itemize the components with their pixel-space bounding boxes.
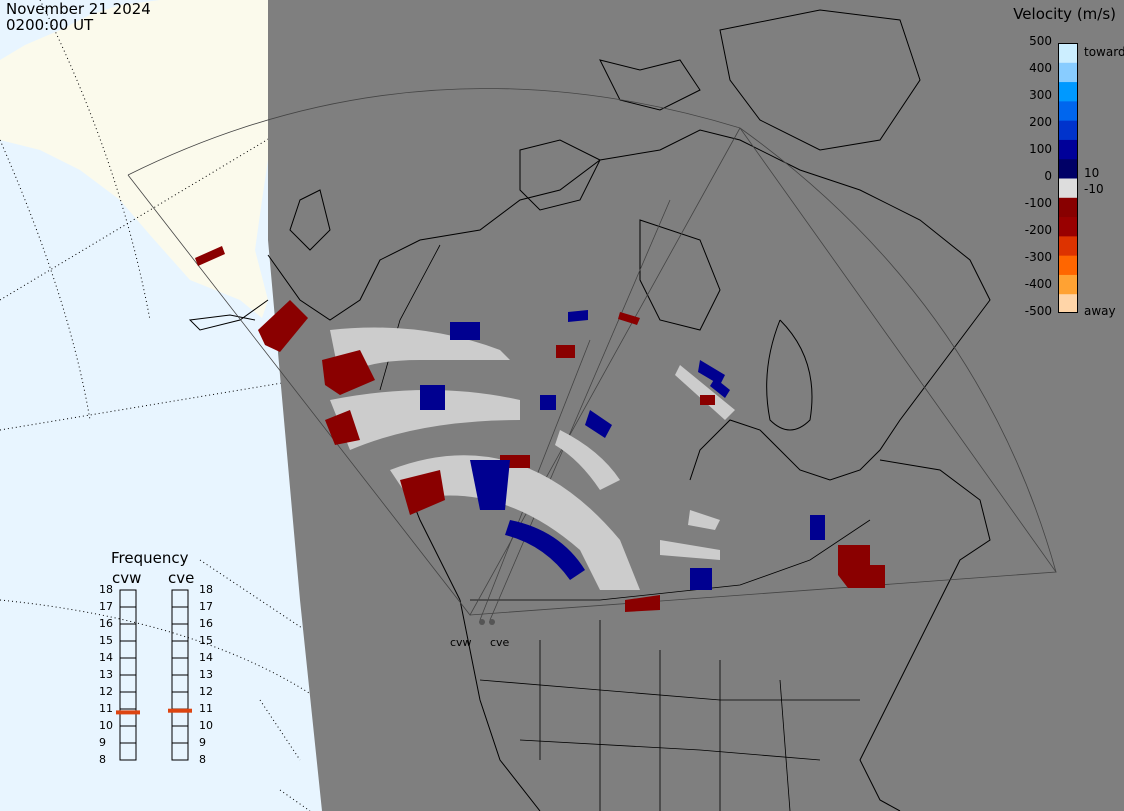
- frequency-tick-left: 9: [99, 736, 106, 749]
- political-borders: [379, 244, 871, 811]
- frequency-tick-left: 8: [99, 753, 106, 766]
- frequency-tick-right: 8: [199, 753, 206, 766]
- frequency-cell: [171, 589, 189, 608]
- frequency-cell: [119, 623, 137, 642]
- colorbar-segment: [1058, 216, 1078, 237]
- frequency-tick-left: 10: [99, 719, 113, 732]
- legend-toward-label: toward: [1084, 45, 1124, 59]
- ground-scatter: [330, 327, 735, 590]
- frequency-cell: [119, 742, 137, 761]
- radar-fov-outlines: [127, 88, 1057, 621]
- frequency-tick-left: 16: [99, 617, 113, 630]
- legend-tick: 400: [1029, 61, 1052, 75]
- colorbar-segment: [1058, 235, 1078, 256]
- legend-plus10-label: 10: [1084, 166, 1100, 180]
- frequency-tick-left: 18: [99, 583, 113, 596]
- frequency-cell: [171, 640, 189, 659]
- frequency-cell: [119, 640, 137, 659]
- date-label: November 21 2024: [6, 0, 151, 18]
- velocity-away: [195, 246, 885, 612]
- colorbar-segment: [1058, 197, 1078, 218]
- frequency-tick-right: 17: [199, 600, 213, 613]
- legend-tick: 500: [1029, 34, 1052, 48]
- frequency-cell: [171, 691, 189, 710]
- frequency-tick-right: 13: [199, 668, 213, 681]
- site-label-cve: cve: [490, 636, 510, 649]
- coastlines: [188, 9, 991, 811]
- freq-radar-cvw: cvw: [112, 569, 142, 587]
- velocity-toward: [420, 310, 825, 590]
- colorbar-segment: [1058, 158, 1078, 179]
- daylight-land: [0, 0, 268, 318]
- legend-tick: 200: [1029, 115, 1052, 129]
- legend-tick: -300: [1024, 250, 1052, 264]
- legend-tick: 300: [1029, 88, 1052, 102]
- legend-tick: -100: [1024, 196, 1052, 210]
- colorbar-segment: [1058, 255, 1078, 275]
- frequency-cell: [171, 606, 189, 625]
- colorbar-segment: [1058, 139, 1078, 160]
- frequency-tick-left: 11: [99, 702, 113, 715]
- freq-radar-cve: cve: [168, 569, 195, 587]
- frequency-tick-left: 14: [99, 651, 113, 664]
- frequency-tick-left: 15: [99, 634, 113, 647]
- time-label: 0200:00 UT: [6, 16, 94, 34]
- frequency-cell: [119, 674, 137, 693]
- frequency-cell: [171, 674, 189, 693]
- frequency-tick-right: 12: [199, 685, 213, 698]
- frequency-cell: [119, 589, 137, 608]
- frequency-cell: [119, 691, 137, 710]
- colorbar-border: [1058, 43, 1078, 313]
- site-label-cvw: cvw: [450, 636, 472, 649]
- legend-away-label: away: [1084, 304, 1116, 318]
- grid-lines: [0, 0, 321, 811]
- legend-tick: -500: [1024, 304, 1052, 318]
- frequency-cell: [119, 606, 137, 625]
- frequency-tick-right: 18: [199, 583, 213, 596]
- legend-tick: 0: [1044, 169, 1052, 183]
- frequency-tick-right: 9: [199, 736, 206, 749]
- legend-tick: 100: [1029, 142, 1052, 156]
- frequency-tick-left: 13: [99, 668, 113, 681]
- frequency-tick-right: 10: [199, 719, 213, 732]
- frequency-cell: [171, 623, 189, 642]
- frequency-cell: [119, 725, 137, 744]
- frequency-cell: [171, 657, 189, 676]
- colorbar-segment: [1058, 100, 1078, 121]
- colorbar-segment: [1058, 62, 1078, 83]
- legend-tick: -200: [1024, 223, 1052, 237]
- colorbar-segment: [1058, 81, 1078, 102]
- frequency-gauges: [116, 589, 192, 761]
- colorbar-segment: [1058, 43, 1078, 63]
- frequency-marker: [168, 708, 192, 713]
- frequency-tick-right: 15: [199, 634, 213, 647]
- colorbar-segment: [1058, 293, 1078, 313]
- legend-title: Velocity (m/s): [1013, 5, 1116, 23]
- colorbar-segment: [1058, 120, 1078, 140]
- legend-tick: -400: [1024, 277, 1052, 291]
- frequency-marker: [116, 710, 140, 715]
- frequency-cell: [171, 725, 189, 744]
- frequency-title: Frequency: [111, 549, 189, 567]
- colorbar-segment: [1058, 274, 1078, 295]
- colorbar-segment: [1058, 178, 1078, 198]
- legend-minus10-label: -10: [1084, 182, 1104, 196]
- frequency-tick-right: 16: [199, 617, 213, 630]
- velocity-colorbar: [1058, 43, 1078, 313]
- frequency-tick-left: 17: [99, 600, 113, 613]
- frequency-cell: [119, 657, 137, 676]
- frequency-tick-right: 11: [199, 702, 213, 715]
- frequency-tick-left: 12: [99, 685, 113, 698]
- frequency-tick-right: 14: [199, 651, 213, 664]
- frequency-cell: [171, 742, 189, 761]
- radar-sites: [479, 619, 495, 625]
